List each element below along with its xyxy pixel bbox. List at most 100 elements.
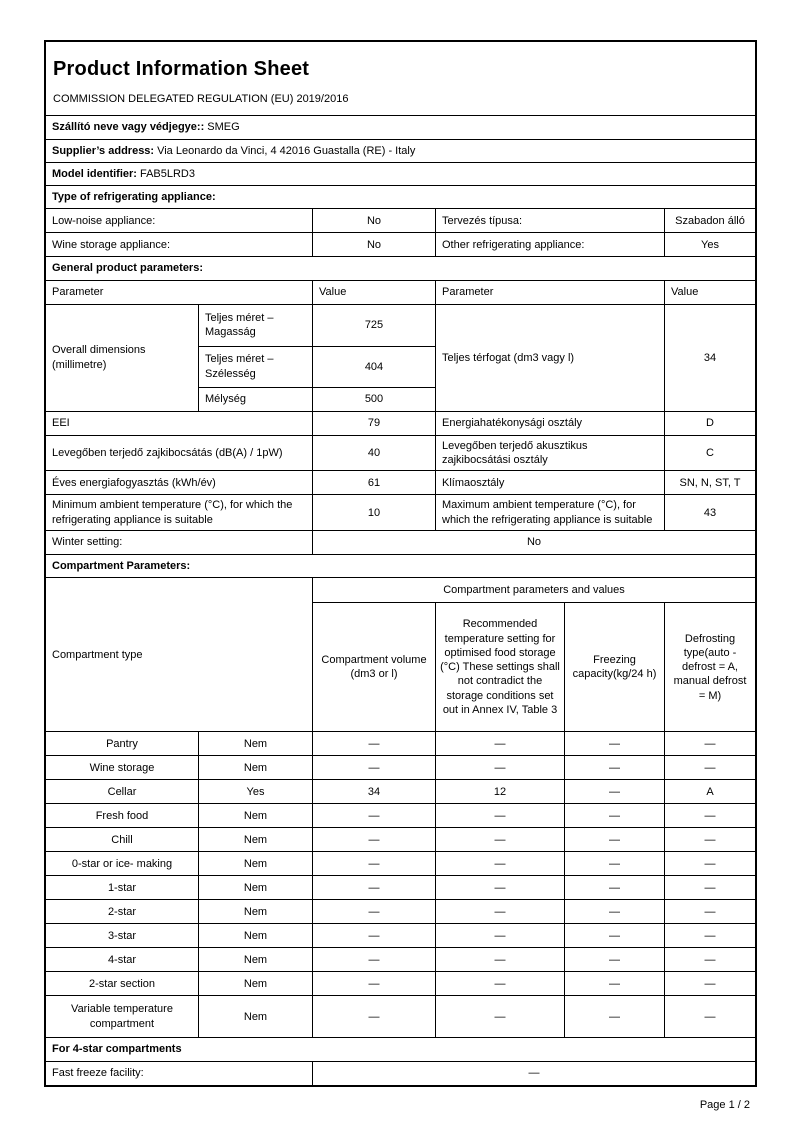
param-label: Klímaosztály	[435, 471, 664, 495]
total-volume-value: 34	[664, 304, 755, 411]
product-information-sheet: Product Information Sheet COMMISSION DEL…	[44, 40, 757, 1087]
column-header: Value	[664, 280, 755, 304]
compartment-temp: —	[435, 996, 564, 1038]
four-star-section-heading: For 4-star compartments	[46, 1037, 755, 1060]
table-row: EEI 79 Energiahatékonysági osztály D	[46, 410, 755, 435]
compartment-temp: —	[435, 900, 564, 924]
compartment-volume: —	[312, 852, 435, 876]
compartment-temp: —	[435, 948, 564, 972]
column-header: Defrosting type(auto - defrost = A, manu…	[664, 602, 755, 732]
table-row: Wine storage appliance: No Other refrige…	[46, 232, 755, 257]
compartment-present: Nem	[198, 756, 312, 780]
dimensions-label: Overall dimensions (millimetre)	[52, 344, 146, 371]
table-row: 2-star section Nem — — — —	[46, 971, 755, 996]
general-section-heading: General product parameters:	[46, 256, 755, 279]
table-row: Low-noise appliance: No Tervezés típusa:…	[46, 208, 755, 233]
table-row: 3-star Nem — — — —	[46, 923, 755, 948]
compartment-freeze: —	[564, 804, 664, 828]
winter-setting-row: Winter setting: No	[46, 529, 755, 554]
compartment-temp: —	[435, 876, 564, 900]
param-label: Maximum ambient temperature (°C), for wh…	[435, 495, 664, 530]
compartment-temp: —	[435, 972, 564, 996]
table-row: 0-star or ice- making Nem — — — —	[46, 851, 755, 876]
supplier-name-row: Szállító neve vagy védjegye:: SMEG	[46, 115, 755, 138]
compartment-temp: —	[435, 756, 564, 780]
table-row: 1-star Nem — — — —	[46, 875, 755, 900]
dimensions-block: Overall dimensions (millimetre) Teljes m…	[46, 303, 755, 411]
compartment-volume: —	[312, 996, 435, 1038]
fast-freeze-row: Fast freeze facility: —	[46, 1060, 755, 1085]
param-label: Levegőben terjedő akusztikus zajkibocsát…	[435, 435, 664, 471]
param-label: Minimum ambient temperature (°C), for wh…	[52, 499, 293, 526]
compartment-name: 1-star	[107, 881, 137, 894]
compartment-present: Nem	[198, 996, 312, 1038]
supplier-name-label: Szállító neve vagy védjegye::	[52, 121, 205, 134]
param-label: Low-noise appliance:	[52, 214, 156, 227]
supplier-name-value: SMEG	[207, 121, 240, 134]
compartment-volume: —	[312, 804, 435, 828]
compartment-present: Nem	[198, 924, 312, 948]
compartment-name: Cellar	[107, 785, 137, 798]
compartment-defrost: —	[664, 996, 755, 1038]
compartment-freeze: —	[564, 996, 664, 1038]
compartment-freeze: —	[564, 780, 664, 804]
param-value: 40	[312, 435, 435, 471]
compartment-section-heading: Compartment Parameters:	[46, 553, 755, 577]
compartment-freeze: —	[564, 924, 664, 948]
param-label: Wine storage appliance:	[52, 238, 171, 251]
compartment-name: Chill	[111, 833, 133, 846]
table-row: Cellar Yes 34 12 — A	[46, 779, 755, 804]
compartment-defrost: —	[664, 972, 755, 996]
compartment-volume: —	[312, 828, 435, 852]
supplier-address-row: Supplier’s address: Via Leonardo da Vinci…	[46, 138, 755, 162]
compartment-present: Nem	[198, 828, 312, 852]
param-value: C	[664, 435, 755, 471]
compartment-defrost: —	[664, 948, 755, 972]
param-value: —	[312, 1061, 755, 1085]
column-header-row: Parameter Value Parameter Value	[46, 279, 755, 304]
compartment-temp: 12	[435, 780, 564, 804]
compartment-header: Compartment type Compartment parameters …	[46, 577, 755, 732]
param-label: Other refrigerating appliance:	[435, 233, 664, 257]
param-label: Levegőben terjedő zajkibocsátás (dB(A) /…	[52, 446, 283, 459]
compartment-defrost: —	[664, 900, 755, 924]
page-number: Page 1 / 2	[699, 1099, 750, 1111]
supplier-address-label: Supplier’s address:	[52, 144, 155, 157]
dimension-sub-label: Teljes méret – Magasság	[198, 304, 312, 346]
param-label: Fast freeze facility:	[52, 1066, 144, 1079]
compartment-name: 0-star or ice- making	[71, 857, 173, 870]
compartment-defrost: A	[664, 780, 755, 804]
compartment-volume: —	[312, 876, 435, 900]
compartment-defrost: —	[664, 852, 755, 876]
compartment-defrost: —	[664, 828, 755, 852]
param-value: 79	[312, 411, 435, 435]
compartment-temp: —	[435, 852, 564, 876]
dimension-sub-value: 500	[312, 386, 435, 411]
compartment-temp: —	[435, 732, 564, 756]
dimension-sub-label: Mélység	[198, 386, 312, 411]
table-row: 2-star Nem — — — —	[46, 899, 755, 924]
compartment-defrost: —	[664, 924, 755, 948]
column-header: Freezing capacity(kg/24 h)	[564, 602, 664, 732]
compartment-volume: —	[312, 924, 435, 948]
compartment-name: 2-star	[107, 905, 137, 918]
table-row: Pantry Nem — — — —	[46, 731, 755, 756]
compartment-temp: —	[435, 828, 564, 852]
compartment-type-header: Compartment type	[52, 648, 143, 661]
param-value: No	[312, 209, 435, 233]
compartment-volume: 34	[312, 780, 435, 804]
param-value: No	[312, 233, 435, 257]
compartment-freeze: —	[564, 828, 664, 852]
compartment-freeze: —	[564, 948, 664, 972]
compartment-present: Nem	[198, 876, 312, 900]
compartment-name: Variable temperature compartment	[71, 1003, 173, 1030]
compartment-volume: —	[312, 756, 435, 780]
compartment-group-header: Compartment parameters and values	[312, 578, 755, 603]
compartment-freeze: —	[564, 972, 664, 996]
compartment-defrost: —	[664, 804, 755, 828]
compartment-name: 4-star	[107, 953, 137, 966]
compartment-present: Nem	[198, 732, 312, 756]
compartment-volume: —	[312, 972, 435, 996]
param-label: Tervezés típusa:	[435, 209, 664, 233]
supplier-address-value: Via Leonardo da Vinci, 4 42016 Guastalla…	[157, 144, 416, 157]
